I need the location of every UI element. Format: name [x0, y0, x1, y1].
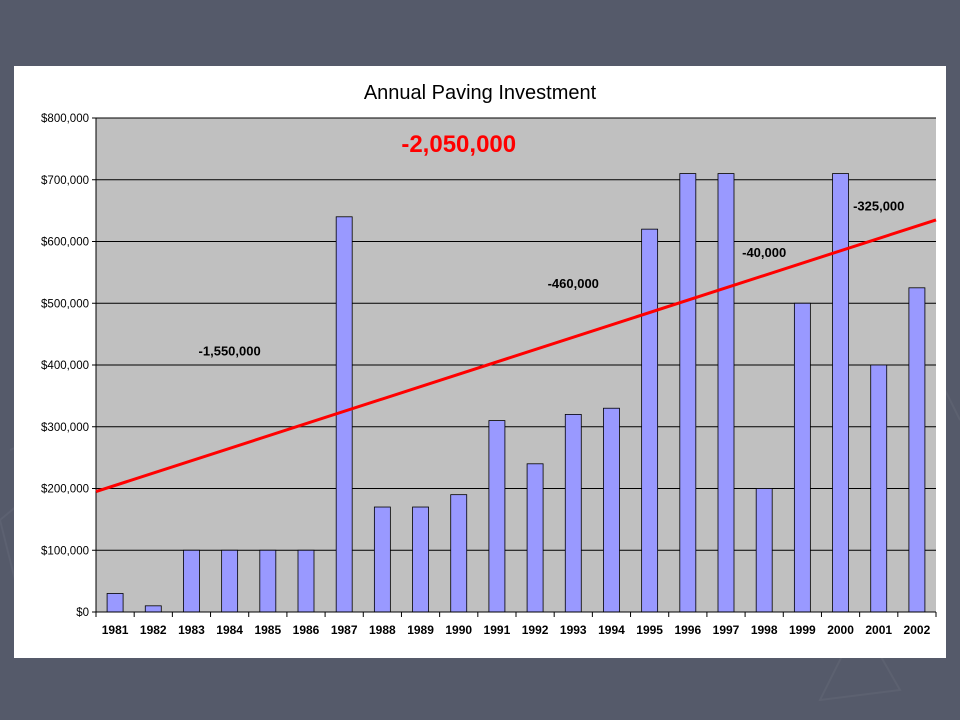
bars: [106, 173, 926, 613]
bar: [717, 173, 735, 613]
trendline-group: [95, 218, 937, 494]
bar: [183, 549, 200, 613]
bar: [488, 420, 506, 613]
bar: [373, 506, 391, 613]
bar: [450, 494, 468, 613]
bar: [870, 364, 888, 613]
x-tick-label: 1993: [560, 623, 587, 637]
x-tick-label: 1987: [331, 623, 358, 637]
annotations: -2,050,000 -1,550,000 -460,000 -40,000 -325,…: [199, 131, 905, 359]
x-tick-label: 1988: [369, 623, 396, 637]
x-tick-label: 1992: [522, 623, 549, 637]
bar: [755, 488, 773, 613]
y-tick-label: $600,000: [41, 237, 89, 249]
bar: [297, 549, 315, 613]
bar: [641, 228, 659, 613]
bar: [793, 302, 811, 613]
x-tick-label: 1996: [674, 623, 701, 637]
x-tick-label: 1981: [102, 623, 129, 637]
y-tick-label: $800,000: [41, 113, 89, 125]
bar: [106, 593, 124, 613]
y-tick-label: $300,000: [41, 422, 89, 434]
annotation-label: -2,050,000: [401, 131, 516, 158]
bar: [221, 549, 239, 613]
bar: [259, 549, 277, 613]
x-tick-label: 1986: [293, 623, 320, 637]
x-tick-label: 1991: [484, 623, 511, 637]
annotation-label: -1,550,000: [199, 344, 261, 359]
x-tick-label: 1989: [407, 623, 434, 637]
y-tick-label: $700,000: [41, 175, 89, 187]
axes: [95, 118, 937, 617]
x-tick-label: 1990: [445, 623, 472, 637]
x-tick-labels: 1981 1982 1983 1984 1985 1986 1987 1988 1989 1990…: [102, 623, 931, 637]
bar: [603, 407, 620, 613]
x-tick-label: 1982: [140, 623, 167, 637]
chart-title: Annual Paving Investment: [364, 82, 597, 104]
x-tick-label: 1999: [789, 623, 816, 637]
y-tick-label: $500,000: [41, 298, 89, 310]
x-tick-label: 2002: [904, 623, 931, 637]
trendline: [95, 218, 937, 494]
y-tick-labels: $0 $100,000 $200,000 $300,000 $400,000 $500,0…: [41, 113, 89, 619]
annotation-label: -325,000: [853, 199, 904, 214]
annotation-label: -460,000: [548, 276, 599, 291]
x-tick-label: 1997: [713, 623, 740, 637]
x-tick-label: 1984: [216, 623, 243, 637]
x-tick-label: 2000: [827, 623, 854, 637]
x-tick-label: 2001: [865, 623, 892, 637]
y-tick-label: $400,000: [41, 360, 89, 372]
x-tick-label: 1983: [178, 623, 205, 637]
bar: [412, 506, 429, 613]
bar: [679, 173, 697, 613]
y-tick-label: $100,000: [41, 545, 89, 557]
x-tick-label: 1998: [751, 623, 778, 637]
x-tick-label: 1985: [254, 623, 281, 637]
y-tick-label: $0: [76, 607, 89, 619]
y-tick-label: $200,000: [41, 484, 89, 496]
bar: [832, 173, 849, 613]
bar: [526, 463, 544, 613]
bar: [564, 413, 582, 613]
bar: [144, 605, 162, 613]
x-tick-label: 1995: [636, 623, 663, 637]
annotation-label: -40,000: [742, 245, 786, 260]
bar: [908, 287, 926, 613]
x-tick-label: 1994: [598, 623, 625, 637]
